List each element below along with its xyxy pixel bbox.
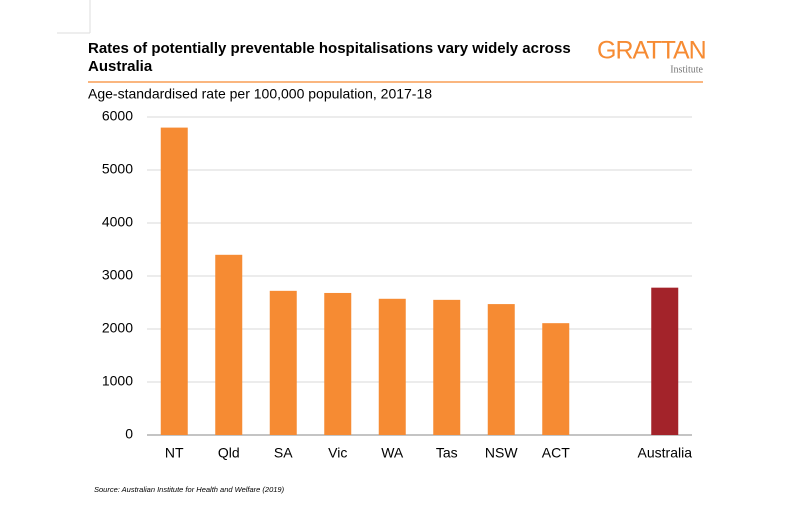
title-box: Rates of potentially preventable hospita… xyxy=(88,40,571,75)
bar xyxy=(433,299,461,435)
x-tick-label: WA xyxy=(381,445,404,461)
source: Source: Australian Institute for Health … xyxy=(94,485,285,494)
y-tick-label: 3000 xyxy=(102,267,133,283)
y-tick-label: 1000 xyxy=(102,373,133,389)
bar xyxy=(324,292,352,435)
bar xyxy=(378,298,406,435)
bar xyxy=(487,304,515,435)
y-tick-label: 5000 xyxy=(102,161,133,177)
subtitle: Age-standardised rate per 100,000 popula… xyxy=(88,86,432,102)
x-tick-label: Qld xyxy=(218,445,240,461)
x-tick-label: NT xyxy=(165,445,184,461)
bar xyxy=(542,323,570,435)
chart-title: Rates of potentially preventable hospita… xyxy=(88,40,571,75)
y-tick-label: 6000 xyxy=(102,108,133,124)
x-tick-label: NSW xyxy=(485,445,518,461)
bar xyxy=(651,287,679,435)
bar xyxy=(215,254,243,435)
bar xyxy=(160,127,188,435)
y-tick-label: 4000 xyxy=(102,214,133,230)
x-tick-label: Australia xyxy=(638,445,693,461)
x-tick-label: ACT xyxy=(542,445,570,461)
brand-sub: Institute xyxy=(670,64,703,75)
x-tick-label: Vic xyxy=(328,445,347,461)
x-tick-label: Tas xyxy=(436,445,458,461)
brand: GRATTAN xyxy=(597,37,706,65)
y-tick-label: 2000 xyxy=(102,320,133,336)
y-tick-label: 0 xyxy=(125,426,133,442)
bar xyxy=(269,290,297,435)
x-tick-label: SA xyxy=(274,445,293,461)
